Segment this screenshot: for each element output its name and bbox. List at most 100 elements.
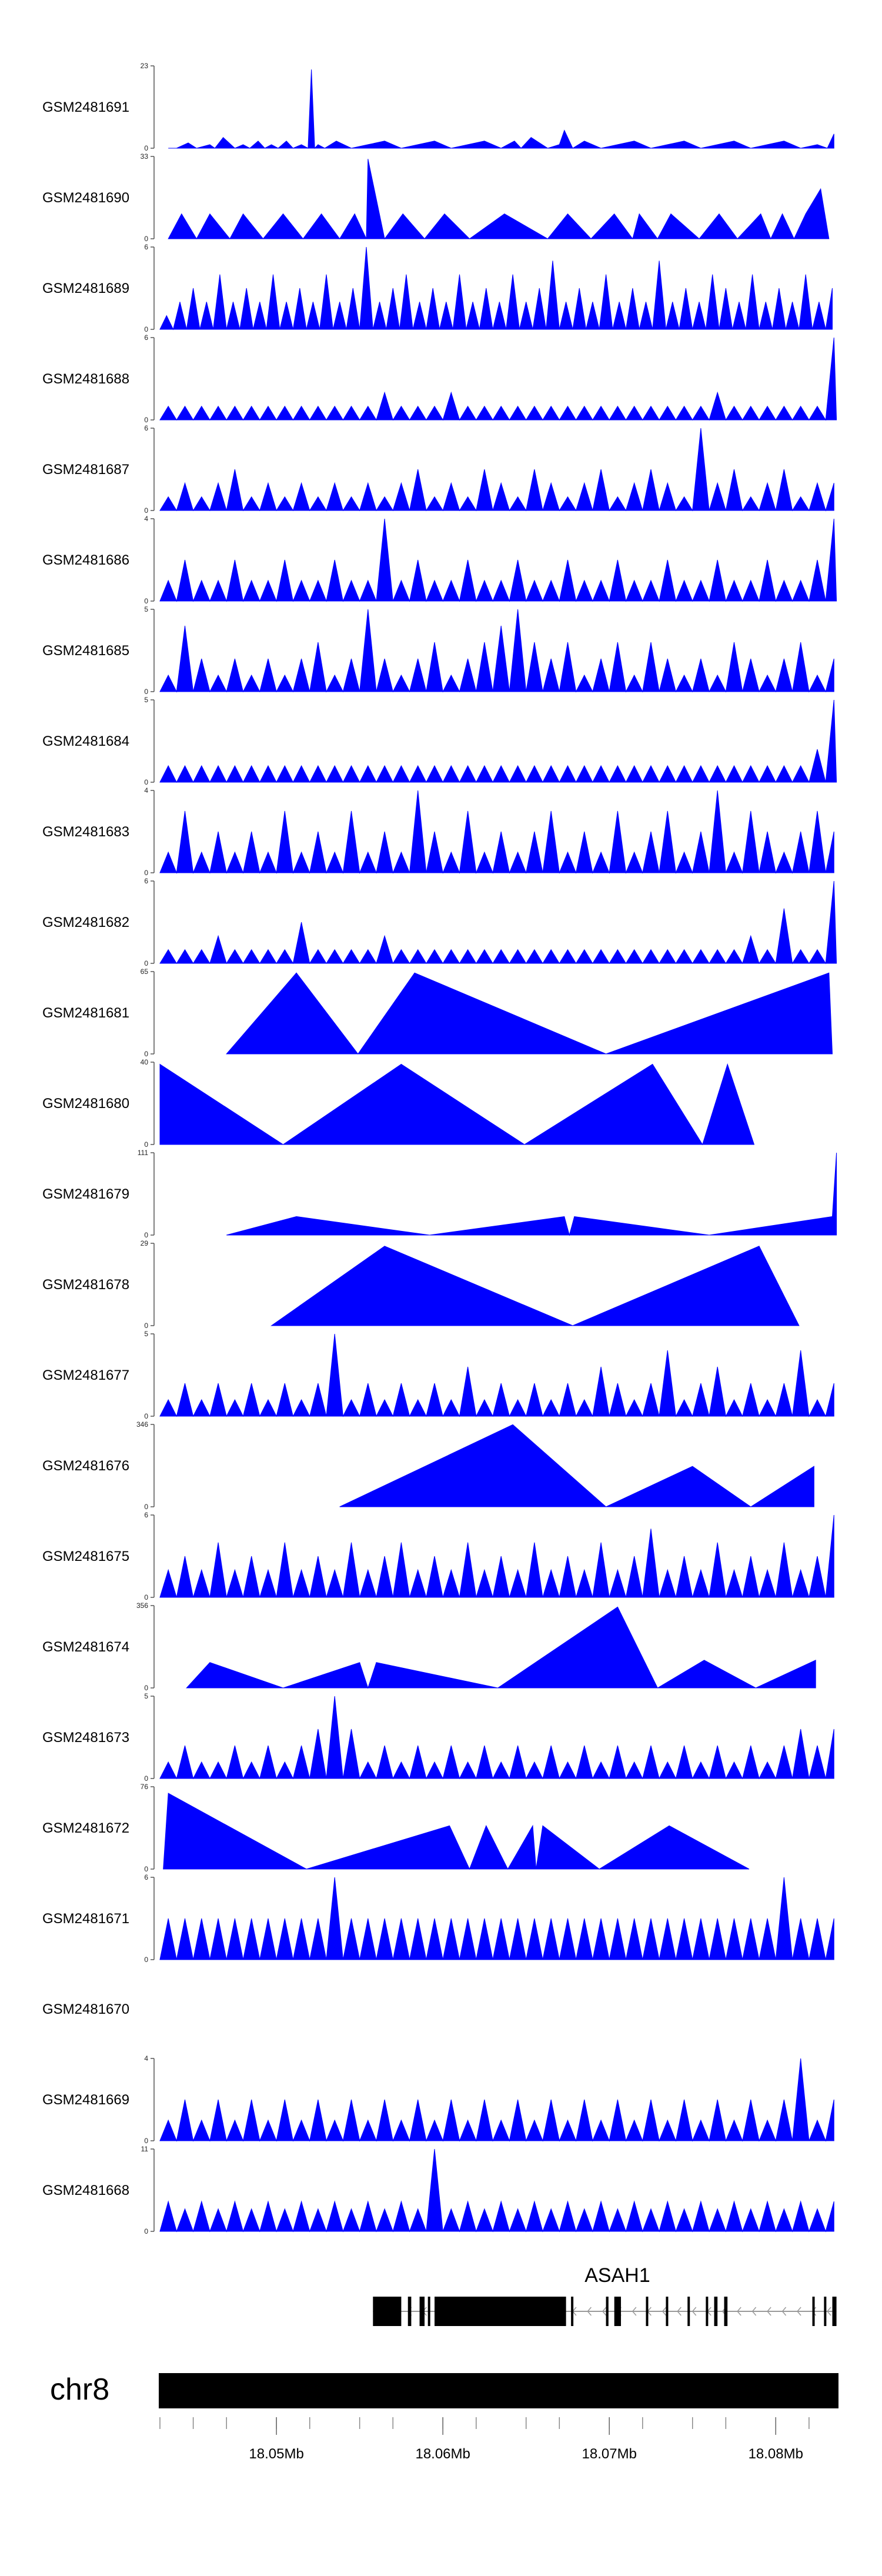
y-axis-min-label: 0 [144,144,148,152]
track-label: GSM2481689 [42,281,129,296]
coverage-area [159,790,834,874]
track-label: GSM2481687 [42,462,129,478]
y-axis-max-label: 6 [144,424,148,432]
y-axis-min-label: 0 [144,959,148,967]
track-label: GSM2481669 [42,2092,129,2108]
track-label: GSM2481686 [42,552,129,568]
gene-name-label: ASAH1 [584,2264,650,2287]
y-axis-min-label: 0 [144,1503,148,1511]
gene-exon [419,2297,425,2326]
coverage-area [159,880,837,965]
y-axis-max-label: 65 [141,967,149,976]
coverage-area [159,1514,834,1598]
coordinate-label: 18.06Mb [415,2446,470,2462]
coordinate-label: 18.08Mb [749,2446,803,2462]
strand-arrow [662,2307,667,2316]
strand-arrow [781,2307,787,2316]
coverage-area [159,1696,834,1780]
coverage-area [159,2058,834,2142]
y-axis-max-label: 29 [141,1239,149,1247]
gene-exon [687,2297,690,2326]
track-label: GSM2481672 [42,1820,129,1836]
y-axis-max-label: 33 [141,152,149,161]
y-axis-max-label: 4 [144,515,148,523]
y-axis-min-label: 0 [144,1412,148,1420]
track-label: GSM2481690 [42,190,129,206]
gene-exon [435,2297,566,2326]
strand-arrow [677,2307,681,2316]
y-axis-max-label: 346 [136,1420,148,1429]
gene-exon [373,2297,402,2326]
coordinate-label: 18.07Mb [582,2446,637,2462]
track-label: GSM2481684 [42,733,129,749]
y-axis-min-label: 0 [144,235,148,243]
gene-exon [832,2297,837,2326]
chromosome-label: chr8 [50,2373,109,2407]
y-axis-max-label: 6 [144,1511,148,1519]
coverage-area [168,69,834,149]
track-label: GSM2481668 [42,2183,129,2198]
y-axis-max-label: 6 [144,877,148,885]
y-axis-min-label: 0 [144,1231,148,1239]
y-axis-min-label: 0 [144,1774,148,1783]
gene-exon [407,2297,412,2326]
coverage-area [226,972,833,1055]
y-axis-min-label: 0 [144,1322,148,1330]
coverage-area [159,337,837,421]
y-axis-min-label: 0 [144,2137,148,2145]
y-axis-min-label: 0 [144,1684,148,1692]
coverage-area [159,1877,834,1960]
y-axis-max-label: 6 [144,333,148,342]
y-axis-max-label: 4 [144,786,148,795]
gene-exon [666,2297,669,2326]
coverage-area [186,1606,816,1689]
strand-arrow [632,2307,637,2316]
gene-exon [724,2297,728,2326]
y-axis-min-label: 0 [144,2227,148,2235]
coverage-area [159,609,834,693]
coverage-area [159,2148,834,2233]
coverage-area [339,1424,814,1507]
strand-arrow [737,2307,741,2316]
y-axis-max-label: 6 [144,243,148,251]
y-axis-max-label: 23 [141,62,149,70]
y-axis-max-label: 5 [144,605,148,613]
strand-arrow [827,2307,831,2316]
y-axis-min-label: 0 [144,325,148,333]
track-label: GSM2481691 [42,99,129,115]
coverage-area [159,518,837,602]
gene-exon [606,2297,609,2326]
coverage-area [159,699,837,783]
y-axis-min-label: 0 [144,778,148,786]
gene-exon [427,2297,430,2326]
strand-arrow [751,2307,757,2316]
y-axis-min-label: 0 [144,1593,148,1601]
strand-arrow [587,2307,592,2316]
strand-arrow [767,2307,771,2316]
y-axis-max-label: 4 [144,2054,148,2063]
y-axis-min-label: 0 [144,597,148,605]
y-axis-max-label: 5 [144,1330,148,1338]
track-label: GSM2481680 [42,1096,129,1112]
y-axis-min-label: 0 [144,1050,148,1058]
y-axis-min-label: 0 [144,1140,148,1149]
track-label: GSM2481673 [42,1730,129,1746]
strand-arrow [797,2307,801,2316]
coverage-area [159,1333,834,1417]
coverage-area [163,1793,750,1870]
y-axis-min-label: 0 [144,416,148,424]
track-label: GSM2481678 [42,1277,129,1293]
track-label: GSM2481675 [42,1549,129,1564]
y-axis-max-label: 5 [144,696,148,704]
strand-arrow [602,2307,607,2316]
coverage-area [159,428,834,512]
y-axis-min-label: 0 [144,688,148,696]
coordinate-label: 18.05Mb [249,2446,303,2462]
gene-exon [812,2297,815,2326]
y-axis-max-label: 11 [141,2145,149,2153]
strand-arrow [691,2307,697,2316]
track-label: GSM2481688 [42,371,129,387]
track-label: GSM2481677 [42,1367,129,1383]
coverage-area [270,1246,800,1326]
gene-exon [614,2297,622,2326]
